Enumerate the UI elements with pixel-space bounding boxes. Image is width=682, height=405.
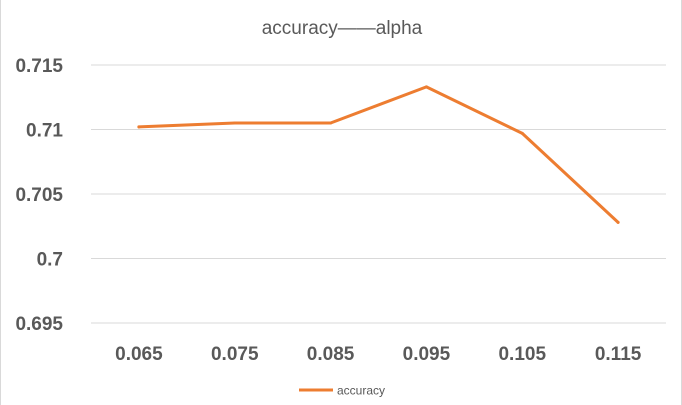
x-tick-label: 0.065 [115, 344, 163, 365]
data-point [329, 121, 333, 125]
legend-label: accuracy [337, 384, 385, 398]
y-tick-label: 0.71 [26, 121, 63, 142]
y-tick-label: 0.715 [15, 56, 63, 77]
x-tick-label: 0.105 [498, 344, 546, 365]
legend: accuracy [299, 384, 385, 398]
x-tick-label: 0.115 [595, 344, 642, 365]
series-layer [137, 85, 620, 224]
data-point [616, 220, 620, 224]
y-tick-label: 0.695 [15, 314, 63, 335]
x-tick-label: 0.085 [307, 344, 355, 365]
y-tick-label: 0.705 [15, 185, 63, 206]
data-point [233, 121, 237, 125]
x-tick-label: 0.095 [403, 344, 451, 365]
y-axis-tick-labels: 0.715 0.71 0.705 0.7 0.695 [15, 56, 63, 335]
x-axis-tick-labels: 0.065 0.075 0.085 0.095 0.105 0.115 [115, 344, 642, 365]
data-point [520, 131, 524, 135]
data-point [137, 125, 141, 129]
chart-title: accuracy——alpha [262, 18, 423, 39]
gridlines [91, 64, 666, 324]
data-point [424, 85, 428, 89]
x-tick-label: 0.075 [211, 344, 259, 365]
series-line [137, 85, 620, 224]
y-tick-label: 0.7 [37, 250, 63, 271]
